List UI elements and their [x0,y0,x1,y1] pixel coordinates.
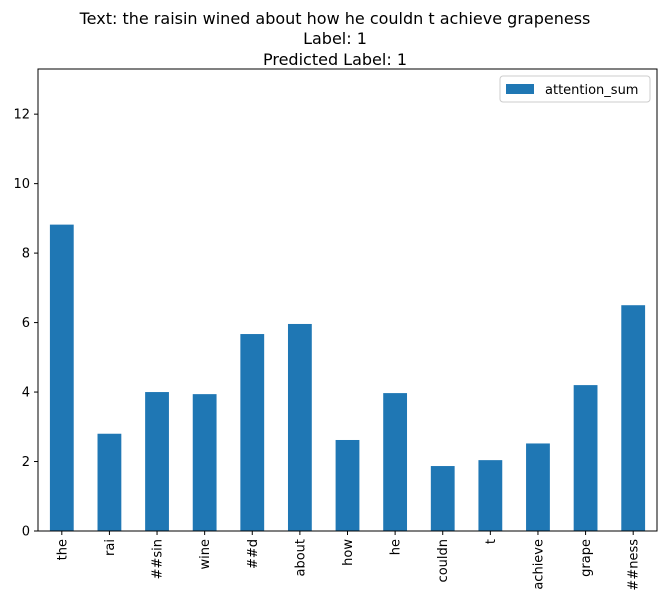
legend-swatch [506,84,534,94]
plot-frame [37,68,658,532]
legend-label: attention_sum [545,83,638,98]
chart-title-line-1: Text: the raisin wined about how he coul… [79,9,591,28]
chart-title-line-3: Predicted Label: 1 [263,50,407,69]
bar-0 [49,224,74,532]
bar-8 [430,466,455,531]
bar-1 [97,433,122,531]
legend: attention_sum [499,75,651,103]
y-tick-label-6: 12 [13,108,30,123]
bar-4 [240,334,265,531]
x-tick-label-4: ##d [246,539,261,569]
y-axis: 0 2 4 6 8 10 12 [13,108,38,540]
y-tick-label-2: 4 [22,386,30,401]
bar-5 [287,323,312,531]
x-tick-label-12: ##ness [627,539,642,591]
x-tick-label-0: the [55,539,70,560]
x-tick-label-10: achieve [531,539,546,590]
bar-3 [192,394,217,531]
bar-6 [335,439,360,531]
x-tick-label-7: he [389,539,404,555]
chart-title: Text: the raisin wined about how he coul… [79,9,591,69]
x-tick-label-11: grape [579,539,594,577]
y-tick-label-3: 6 [22,316,30,331]
x-tick-label-1: rai [103,539,118,556]
chart-title-line-2: Label: 1 [303,29,367,48]
x-tick-label-5: about [293,539,308,577]
x-axis: the rai ##sin wine ##d about how he couldn t achie… [55,531,642,591]
legend-box [499,75,651,103]
bar-11 [573,385,598,531]
x-tick-label-8: couldn [436,539,451,582]
x-tick-label-3: wine [198,539,213,569]
x-tick-label-2: ##sin [151,539,166,579]
bar-12 [621,305,646,531]
y-tick-label-0: 0 [22,525,30,540]
y-tick-label-5: 10 [13,177,30,192]
bar-2 [145,392,169,531]
bar-10 [526,443,550,531]
y-tick-label-4: 8 [22,247,30,262]
y-tick-label-1: 2 [22,455,30,470]
bar-9 [478,460,503,531]
x-tick-label-6: how [341,539,356,566]
bars-group [49,224,646,532]
x-tick-label-9: t [484,539,499,544]
bar-7 [383,393,408,531]
